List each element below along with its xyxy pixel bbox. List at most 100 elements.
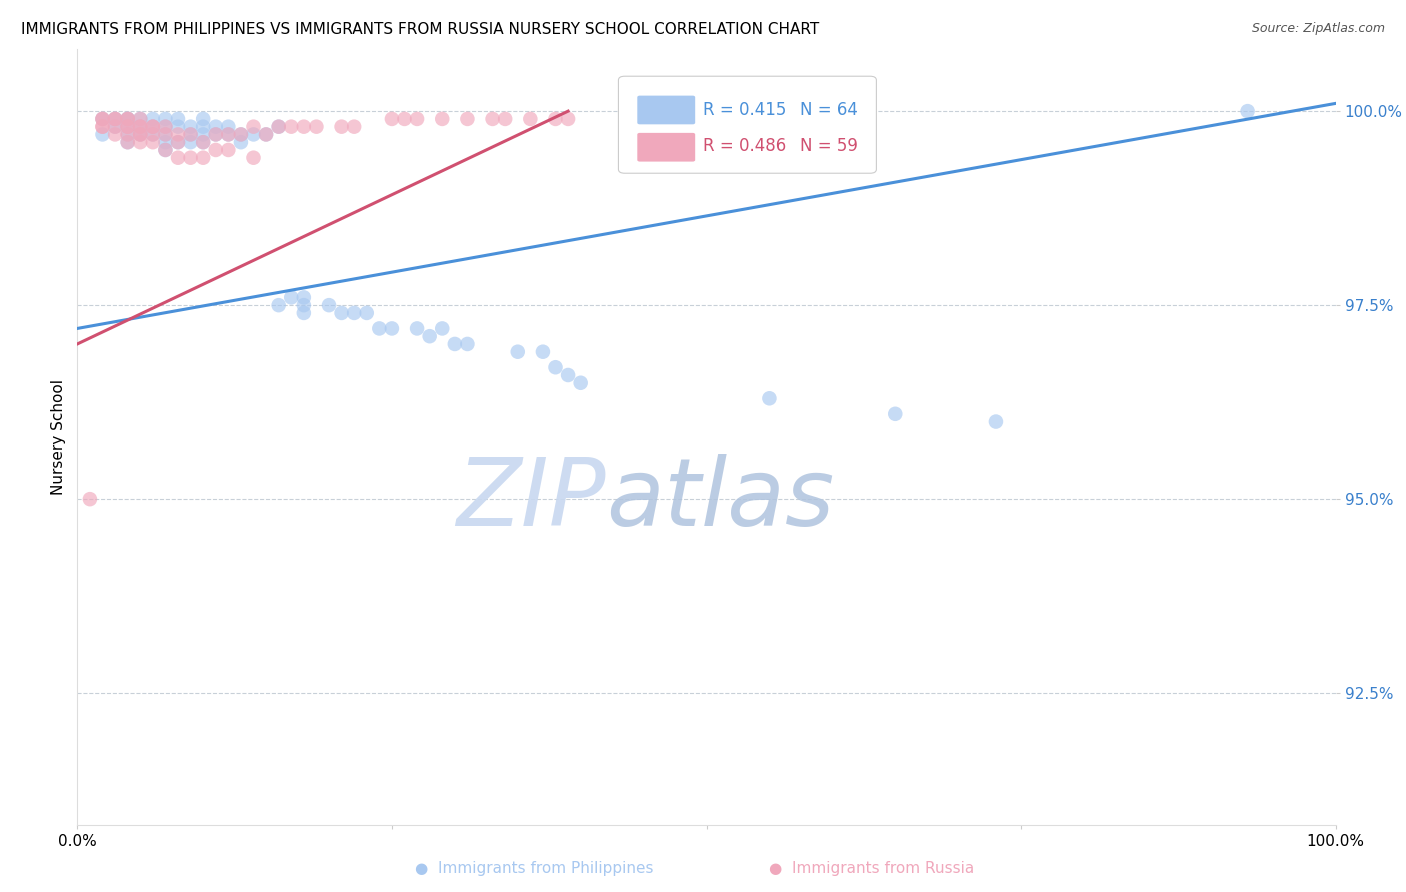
Point: [292, 120, 315, 134]
Point: [292, 290, 315, 304]
Point: [142, 135, 165, 149]
Point: [117, 135, 139, 149]
Point: [142, 112, 165, 126]
Point: [129, 128, 152, 142]
Point: [104, 120, 127, 134]
Point: [242, 151, 264, 165]
Point: [117, 128, 139, 142]
Point: [254, 128, 277, 142]
Point: [267, 120, 290, 134]
Point: [142, 120, 165, 134]
Point: [155, 120, 177, 134]
Point: [254, 128, 277, 142]
Point: [117, 112, 139, 126]
Y-axis label: Nursery School: Nursery School: [51, 379, 66, 495]
Point: [191, 135, 215, 149]
Point: [155, 128, 177, 142]
Point: [180, 120, 202, 134]
Point: [217, 120, 239, 134]
Point: [292, 298, 315, 312]
Point: [117, 120, 139, 134]
Point: [506, 344, 529, 359]
Point: [191, 151, 215, 165]
Point: [280, 120, 302, 134]
Point: [191, 120, 215, 134]
Point: [142, 128, 165, 142]
Point: [167, 151, 190, 165]
Text: R = 0.415: R = 0.415: [703, 101, 786, 119]
Point: [155, 135, 177, 149]
Point: [544, 112, 567, 126]
Point: [117, 112, 139, 126]
Point: [204, 128, 226, 142]
Point: [104, 112, 127, 126]
Text: IMMIGRANTS FROM PHILIPPINES VS IMMIGRANTS FROM RUSSIA NURSERY SCHOOL CORRELATION: IMMIGRANTS FROM PHILIPPINES VS IMMIGRANT…: [21, 22, 820, 37]
Point: [129, 112, 152, 126]
Text: ●  Immigrants from Russia: ● Immigrants from Russia: [769, 861, 974, 876]
Point: [204, 120, 226, 134]
Point: [167, 112, 190, 126]
FancyBboxPatch shape: [637, 133, 695, 161]
Point: [167, 128, 190, 142]
Point: [292, 306, 315, 320]
Point: [91, 112, 114, 126]
FancyBboxPatch shape: [619, 76, 876, 173]
Point: [557, 112, 579, 126]
Point: [180, 135, 202, 149]
Point: [569, 376, 592, 390]
Point: [155, 143, 177, 157]
Point: [267, 120, 290, 134]
Point: [117, 135, 139, 149]
Point: [381, 321, 404, 335]
Point: [343, 306, 366, 320]
Point: [884, 407, 907, 421]
Point: [432, 321, 454, 335]
Point: [104, 120, 127, 134]
Point: [91, 128, 114, 142]
Point: [117, 128, 139, 142]
Point: [381, 112, 404, 126]
Point: [531, 344, 554, 359]
Point: [129, 135, 152, 149]
Point: [167, 120, 190, 134]
Point: [557, 368, 579, 382]
Point: [1236, 104, 1258, 119]
Point: [91, 112, 114, 126]
Text: atlas: atlas: [606, 454, 834, 545]
Text: N = 64: N = 64: [800, 101, 858, 119]
Point: [432, 112, 454, 126]
Point: [117, 120, 139, 134]
Point: [280, 290, 302, 304]
Point: [129, 128, 152, 142]
Point: [117, 112, 139, 126]
Point: [129, 120, 152, 134]
Point: [129, 128, 152, 142]
Text: R = 0.486: R = 0.486: [703, 137, 786, 155]
Point: [117, 112, 139, 126]
Point: [519, 112, 541, 126]
Text: ZIP: ZIP: [456, 454, 606, 545]
Point: [167, 135, 190, 149]
Point: [229, 128, 252, 142]
Point: [356, 306, 378, 320]
Point: [544, 360, 567, 375]
Point: [330, 120, 353, 134]
Text: ●  Immigrants from Philippines: ● Immigrants from Philippines: [415, 861, 654, 876]
Point: [129, 112, 152, 126]
Point: [217, 143, 239, 157]
Point: [242, 128, 264, 142]
Point: [217, 128, 239, 142]
Point: [91, 120, 114, 134]
Point: [104, 112, 127, 126]
Point: [758, 392, 780, 406]
Point: [204, 128, 226, 142]
Point: [180, 128, 202, 142]
Point: [180, 128, 202, 142]
Point: [155, 120, 177, 134]
Point: [155, 112, 177, 126]
Point: [330, 306, 353, 320]
Point: [481, 112, 503, 126]
Point: [142, 120, 165, 134]
Point: [217, 128, 239, 142]
Point: [456, 337, 478, 351]
